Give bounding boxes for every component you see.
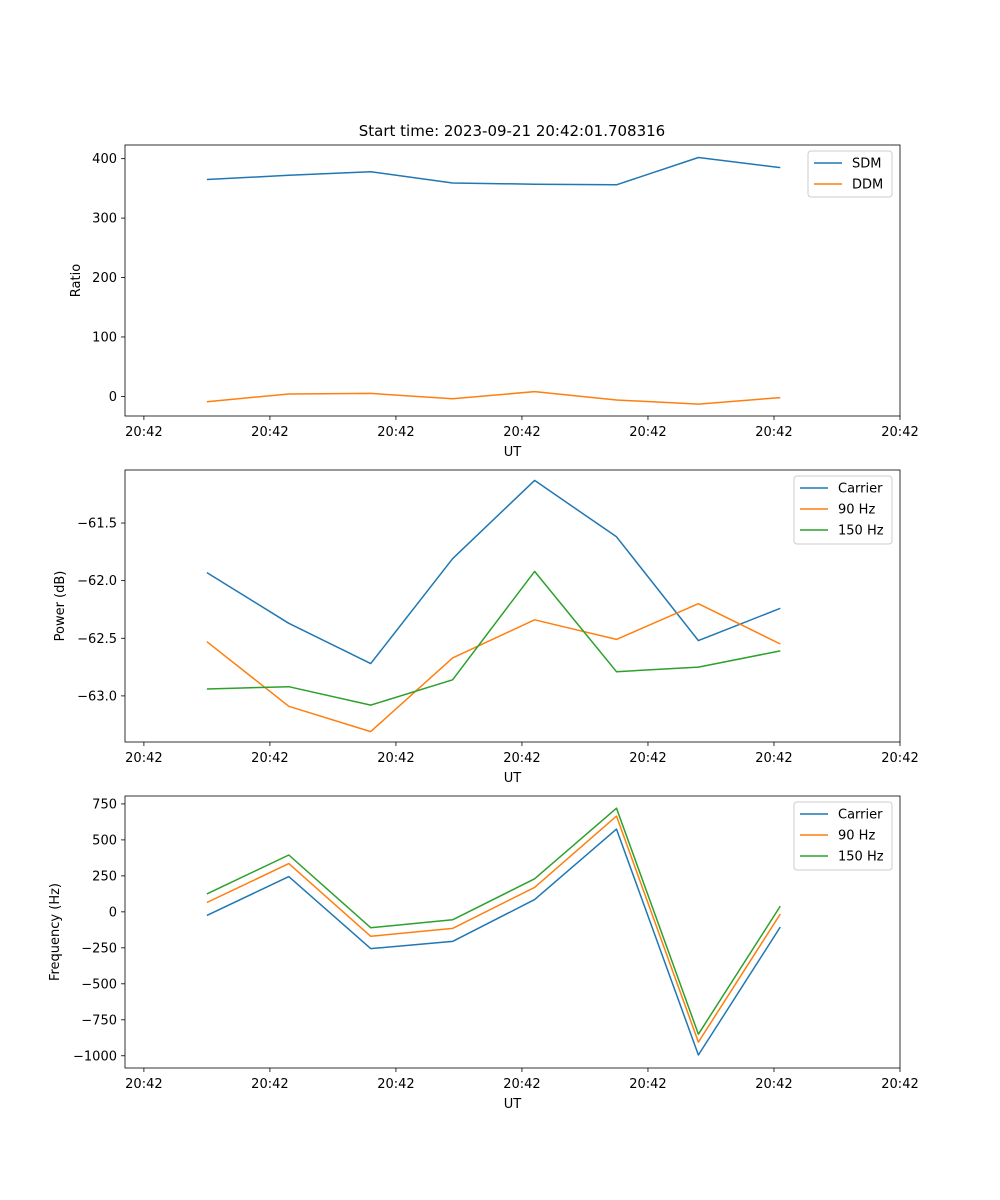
series-line-90-hz — [206, 815, 781, 1043]
legend-label: SDM — [852, 157, 881, 172]
series-line-150-hz — [206, 570, 781, 706]
y-tick-label: −62.5 — [77, 632, 117, 647]
legend: Carrier 90 Hz 150 Hz — [793, 801, 893, 871]
y-tick-label: −61.5 — [77, 517, 117, 532]
x-tick-label: 20:42 — [629, 425, 666, 440]
x-tick-label: 20:42 — [629, 1077, 666, 1092]
y-tick-label: 100 — [92, 330, 117, 345]
x-tick-label: 20:42 — [881, 425, 918, 440]
series-line-ddm — [206, 390, 781, 405]
y-axis-label: Ratio — [69, 264, 84, 297]
x-tick-label: 20:42 — [251, 1077, 288, 1092]
legend: SDM DDM — [807, 150, 893, 198]
x-tick-label: 20:42 — [125, 425, 162, 440]
axes-frame — [124, 795, 901, 1069]
axes-frame — [124, 144, 901, 417]
series-line-carrier — [206, 479, 781, 665]
x-tick-label: 20:42 — [755, 751, 792, 766]
legend-label: 90 Hz — [838, 829, 875, 844]
series-line-carrier — [206, 828, 781, 1056]
axes-frame — [124, 469, 901, 743]
x-tick-label: 20:42 — [755, 1077, 792, 1092]
x-tick-label: 20:42 — [377, 425, 414, 440]
x-tick-label: 20:42 — [755, 425, 792, 440]
x-tick-label: 20:42 — [377, 751, 414, 766]
x-axis-label: UT — [504, 1097, 522, 1112]
x-tick-label: 20:42 — [881, 751, 918, 766]
y-tick-label: 500 — [92, 833, 117, 848]
x-axis-label: UT — [504, 445, 522, 460]
figure-title: Start time: 2023-09-21 20:42:01.708316 — [359, 122, 665, 140]
y-tick-label: 400 — [92, 152, 117, 167]
legend-box — [793, 801, 893, 871]
y-tick-label: −500 — [81, 977, 117, 992]
x-tick-label: 20:42 — [125, 751, 162, 766]
frequency-axes: 20:4220:4220:4220:4220:4220:4220:4220:43… — [48, 795, 919, 1112]
y-tick-label: −63.0 — [77, 689, 117, 704]
series-line-90-hz — [206, 602, 781, 733]
legend-label: 150 Hz — [838, 524, 884, 539]
y-axis-label: Frequency (Hz) — [48, 883, 63, 981]
x-tick-label: 20:42 — [251, 425, 288, 440]
legend-box — [793, 475, 893, 545]
legend-label: 90 Hz — [838, 503, 875, 518]
ratio-axes: 20:4220:4220:4220:4220:4220:4220:4220:43… — [69, 144, 919, 460]
y-tick-label: −250 — [81, 941, 117, 956]
legend-label: DDM — [852, 178, 883, 193]
legend-label: Carrier — [838, 482, 883, 497]
y-tick-label: 750 — [92, 797, 117, 812]
y-tick-label: 0 — [109, 390, 117, 405]
series-line-150-hz — [206, 807, 781, 1035]
x-axis-label: UT — [504, 771, 522, 786]
x-tick-label: 20:42 — [125, 1077, 162, 1092]
y-tick-label: 200 — [92, 271, 117, 286]
x-tick-label: 20:42 — [503, 1077, 540, 1092]
x-tick-label: 20:42 — [881, 1077, 918, 1092]
x-tick-label: 20:42 — [629, 751, 666, 766]
y-tick-label: −62.0 — [77, 574, 117, 589]
legend: Carrier 90 Hz 150 Hz — [793, 475, 893, 545]
x-tick-label: 20:42 — [251, 751, 288, 766]
y-tick-label: 250 — [92, 869, 117, 884]
y-axis-label: Power (dB) — [53, 571, 68, 642]
y-tick-label: −1000 — [73, 1049, 117, 1064]
power-axes: 20:4220:4220:4220:4220:4220:4220:4220:43… — [53, 469, 919, 786]
y-tick-label: 0 — [109, 905, 117, 920]
x-tick-label: 20:42 — [377, 1077, 414, 1092]
legend-label: 150 Hz — [838, 850, 884, 865]
x-tick-label: 20:42 — [503, 425, 540, 440]
y-tick-label: −750 — [81, 1013, 117, 1028]
y-tick-label: 300 — [92, 212, 117, 227]
x-tick-label: 20:42 — [503, 751, 540, 766]
legend-label: Carrier — [838, 808, 883, 823]
series-line-sdm — [206, 156, 781, 186]
